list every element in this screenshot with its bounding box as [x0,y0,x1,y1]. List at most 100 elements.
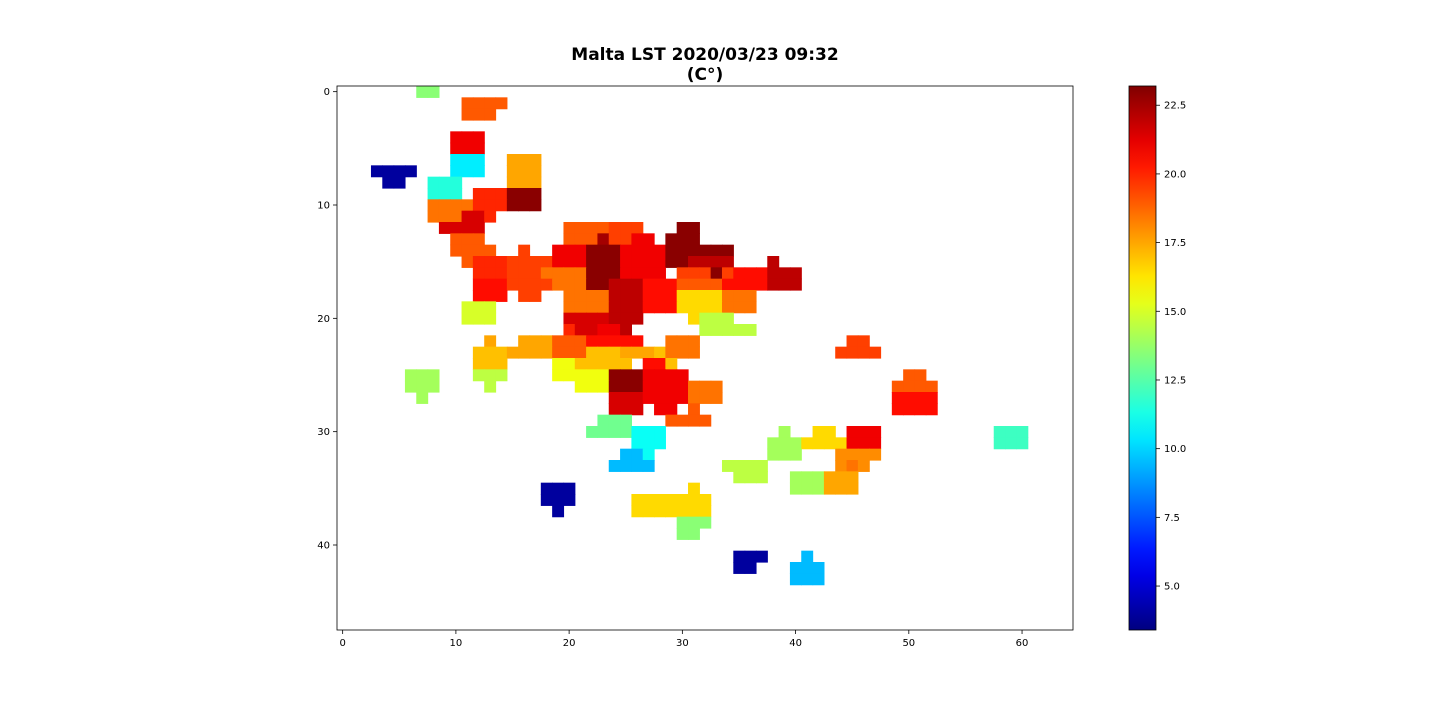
heatmap-cell [654,256,666,268]
colorbar-tick-label: 7.5 [1164,513,1180,524]
heatmap-cell [846,437,859,450]
heatmap-cell [552,369,565,382]
heatmap-cell [427,210,440,223]
heatmap-cell [529,256,542,268]
heatmap-cell [789,482,802,495]
heatmap-cell [484,199,497,212]
heatmap-cell [563,335,576,348]
heatmap-cell [676,392,689,404]
heatmap-cell [801,562,814,574]
heatmap-cell [427,199,440,212]
heatmap-cell [586,358,599,370]
heatmap-cell [642,426,655,438]
heatmap-cell [710,256,723,268]
heatmap-cell [472,222,485,234]
heatmap-cell [393,165,406,178]
heatmap-cell [427,188,440,200]
heatmap-cell [642,392,655,404]
heatmap-cell [450,131,463,144]
heatmap-cell [665,278,678,291]
heatmap-cell [665,346,678,359]
heatmap-cell [563,358,576,370]
heatmap-cell [484,97,497,110]
heatmap-cell [631,392,644,404]
heatmap-cell [699,256,712,268]
heatmap-cell [495,188,508,200]
colorbar-tick-label: 17.5 [1164,238,1186,249]
heatmap-cell [654,346,666,359]
heatmap-cell [642,437,655,450]
heatmap-cell [518,244,531,257]
heatmap-cell [688,256,700,268]
heatmap-cell [574,278,587,291]
heatmap-cell [620,324,632,336]
heatmap-cell [540,256,553,268]
heatmap-cell [835,448,848,461]
heatmap-cell [688,505,700,518]
heatmap-cell [529,335,542,348]
heatmap-cell [733,290,746,302]
heatmap-cell [665,403,678,416]
heatmap-cell [620,301,632,314]
heatmap-cell [688,528,700,540]
heatmap-cell [710,312,723,325]
heatmap-cell [416,86,429,98]
heatmap-cell [642,290,655,302]
heatmap-cell [450,199,463,212]
heatmap-cell [574,346,587,359]
heatmap-cell [495,256,508,268]
heatmap-cell [699,494,712,506]
heatmap-cell [620,358,632,370]
heatmap-cell [450,233,463,246]
heatmap-cell [688,482,700,495]
heatmap-cell [699,505,712,518]
heatmap-cell [597,358,610,370]
heatmap-cell [846,471,859,484]
heatmap-cell [472,97,485,110]
heatmap-cell [631,403,644,416]
heatmap-cell [925,380,938,393]
heatmap-cell [733,471,746,484]
heatmap-cell [744,460,757,472]
heatmap-cell [484,256,497,268]
heatmap-cell [744,267,757,280]
heatmap-cell [699,516,712,529]
heatmap-cell [574,267,587,280]
heatmap-cell [574,335,587,348]
heatmap-cell [529,176,542,189]
heatmap-cell [472,290,485,302]
heatmap-cell [563,482,576,495]
heatmap-cell [552,346,565,359]
heatmap-cell [597,414,610,427]
heatmap-cell [608,380,621,393]
heatmap-cell [427,176,440,189]
heatmap-cell [654,244,666,257]
heatmap-cell [835,482,848,495]
heatmap-cell [710,301,723,314]
heatmap-cell [631,301,644,314]
heatmap-cell [812,482,825,495]
heatmap-cell [461,97,474,110]
heatmap-cell [461,312,474,325]
heatmap-cell [495,267,508,280]
heatmap-cell [857,346,870,359]
heatmap-cell [778,448,791,461]
heatmap-cell [597,312,610,325]
heatmap-cell [461,142,474,155]
heatmap-cell [472,256,485,268]
heatmap-cell [744,290,757,302]
heatmap-cell [518,335,531,348]
heatmap-cell [1005,437,1017,450]
heatmap-cell [552,244,565,257]
heatmap-cell [710,392,723,404]
heatmap-cell [552,278,565,291]
heatmap-cell [631,380,644,393]
heatmap-cell [586,346,599,359]
heatmap-cell [518,256,531,268]
heatmap-cell [461,244,474,257]
heatmap-cell [789,573,802,586]
heatmap-cell [631,369,644,382]
heatmap-cell [574,301,587,314]
heatmap-cell [586,267,599,280]
heatmap-cell [688,244,700,257]
